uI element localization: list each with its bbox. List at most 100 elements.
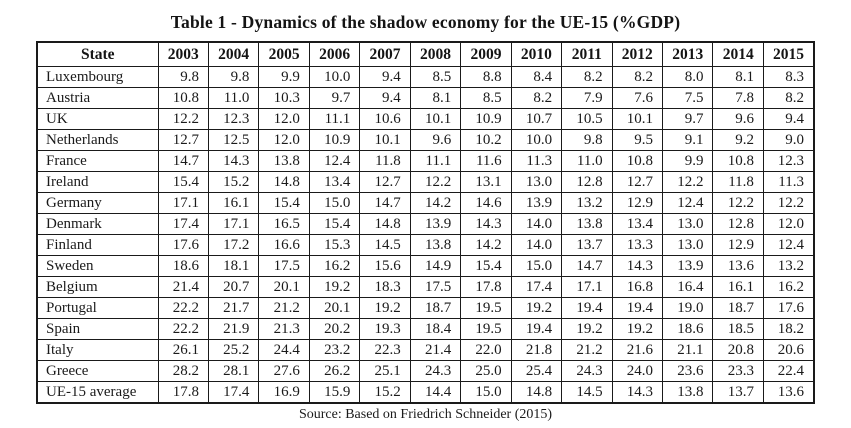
value-cell: 13.0 <box>510 171 563 193</box>
value-cell: 14.7 <box>157 150 209 172</box>
value-cell: 12.2 <box>409 171 462 193</box>
value-cell: 8.2 <box>561 66 613 88</box>
value-cell: 18.3 <box>359 276 411 298</box>
value-cell: 14.7 <box>359 192 411 214</box>
table-row: Italy 26.1 25.2 24.4 23.2 22.3 21.4 22.0 21.8 21.… <box>36 339 815 361</box>
value-cell: 21.3 <box>258 318 310 340</box>
value-cell: 22.4 <box>762 360 815 382</box>
value-cell: 17.8 <box>157 381 209 404</box>
value-cell: 17.1 <box>561 276 613 298</box>
state-cell: Greece <box>36 360 159 382</box>
value-cell: 11.8 <box>359 150 411 172</box>
table-row: Austria 10.8 11.0 10.3 9.7 9.4 8.1 8.5 8.2 7.9 7.6… <box>36 87 815 109</box>
state-cell: Denmark <box>36 213 159 235</box>
value-cell: 17.1 <box>207 213 260 235</box>
state-cell: Sweden <box>36 255 159 277</box>
value-cell: 12.2 <box>712 192 764 214</box>
value-cell: 8.4 <box>510 66 563 88</box>
value-cell: 22.3 <box>359 339 411 361</box>
value-cell: 8.3 <box>762 66 815 88</box>
value-cell: 11.3 <box>510 150 563 172</box>
value-cell: 25.4 <box>510 360 563 382</box>
value-cell: 20.1 <box>258 276 310 298</box>
value-cell: 13.9 <box>662 255 714 277</box>
value-cell: 10.9 <box>460 108 512 130</box>
value-cell: 14.3 <box>460 213 512 235</box>
value-cell: 8.2 <box>510 87 563 109</box>
value-cell: 14.5 <box>561 381 613 404</box>
source-note: Source: Based on Friedrich Schneider (20… <box>298 407 553 422</box>
state-cell: Portugal <box>36 297 159 319</box>
value-cell: 17.1 <box>157 192 209 214</box>
value-cell: 9.7 <box>308 87 361 109</box>
value-cell: 16.1 <box>712 276 764 298</box>
state-cell: Ireland <box>36 171 159 193</box>
state-cell: Belgium <box>36 276 159 298</box>
value-cell: 14.2 <box>409 192 462 214</box>
value-cell: 9.8 <box>207 66 260 88</box>
value-cell: 14.3 <box>207 150 260 172</box>
value-cell: 13.6 <box>712 255 764 277</box>
value-cell: 14.8 <box>258 171 310 193</box>
value-cell: 20.2 <box>308 318 361 340</box>
value-cell: 20.8 <box>712 339 764 361</box>
value-cell: 19.5 <box>460 297 512 319</box>
table-title: Table 1 - Dynamics of the shadow economy… <box>170 12 681 32</box>
value-cell: 17.6 <box>157 234 209 256</box>
value-cell: 12.2 <box>762 192 815 214</box>
column-header-year-2004: 2004 <box>207 41 260 67</box>
value-cell: 11.6 <box>460 150 512 172</box>
state-cell: UE-15 average <box>36 381 159 404</box>
value-cell: 10.8 <box>611 150 664 172</box>
value-cell: 9.8 <box>157 66 209 88</box>
value-cell: 22.2 <box>157 318 209 340</box>
value-cell: 28.1 <box>207 360 260 382</box>
value-cell: 10.7 <box>510 108 563 130</box>
value-cell: 19.2 <box>308 276 361 298</box>
value-cell: 19.0 <box>662 297 714 319</box>
value-cell: 18.7 <box>712 297 764 319</box>
value-cell: 14.8 <box>359 213 411 235</box>
value-cell: 7.6 <box>611 87 664 109</box>
value-cell: 19.2 <box>611 318 664 340</box>
value-cell: 10.0 <box>308 66 361 88</box>
value-cell: 13.9 <box>510 192 563 214</box>
value-cell: 14.8 <box>510 381 563 404</box>
value-cell: 7.5 <box>662 87 714 109</box>
table-row: Spain 22.2 21.9 21.3 20.2 19.3 18.4 19.5 19.4 19.… <box>36 318 815 340</box>
value-cell: 16.8 <box>611 276 664 298</box>
column-header-year-2008: 2008 <box>409 41 462 67</box>
state-cell: Spain <box>36 318 159 340</box>
value-cell: 12.5 <box>207 129 260 151</box>
value-cell: 13.8 <box>258 150 310 172</box>
value-cell: 15.4 <box>308 213 361 235</box>
value-cell: 12.4 <box>762 234 815 256</box>
table-header: State 2003 2004 2005 2006 2007 2008 2009 2010 201… <box>36 41 815 67</box>
state-cell: Germany <box>36 192 159 214</box>
value-cell: 12.0 <box>258 108 310 130</box>
value-cell: 17.8 <box>460 276 512 298</box>
value-cell: 19.4 <box>510 318 563 340</box>
table-row: Germany 17.1 16.1 15.4 15.0 14.7 14.2 14.6 13.9 1… <box>36 192 815 214</box>
value-cell: 18.7 <box>409 297 462 319</box>
value-cell: 25.1 <box>359 360 411 382</box>
value-cell: 16.9 <box>258 381 310 404</box>
value-cell: 18.6 <box>157 255 209 277</box>
value-cell: 9.7 <box>662 108 714 130</box>
value-cell: 8.0 <box>662 66 714 88</box>
value-cell: 12.0 <box>258 129 310 151</box>
value-cell: 13.8 <box>561 213 613 235</box>
value-cell: 9.9 <box>258 66 310 88</box>
value-cell: 7.9 <box>561 87 613 109</box>
column-header-year-2005: 2005 <box>258 41 310 67</box>
value-cell: 23.2 <box>308 339 361 361</box>
value-cell: 22.0 <box>460 339 512 361</box>
value-cell: 12.2 <box>662 171 714 193</box>
value-cell: 24.3 <box>561 360 613 382</box>
value-cell: 12.4 <box>308 150 361 172</box>
table-row: Sweden 18.6 18.1 17.5 16.2 15.6 14.9 15.4 15.0 14… <box>36 255 815 277</box>
value-cell: 17.4 <box>157 213 209 235</box>
value-cell: 21.2 <box>561 339 613 361</box>
value-cell: 13.2 <box>762 255 815 277</box>
